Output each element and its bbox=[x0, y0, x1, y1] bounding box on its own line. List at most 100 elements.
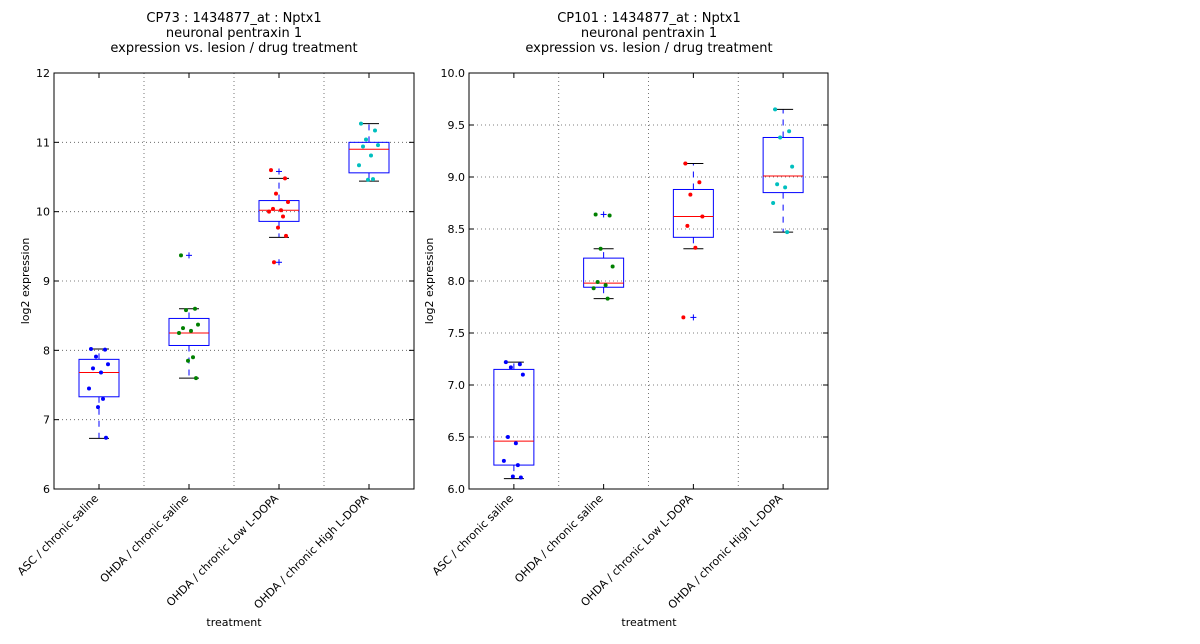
data-point bbox=[605, 296, 610, 301]
data-point bbox=[591, 286, 596, 291]
chart-panel-cp101: CP101 : 1434877_at : Nptx1 neuronal pent… bbox=[423, 11, 829, 629]
data-point bbox=[517, 362, 522, 367]
data-point bbox=[771, 201, 776, 205]
data-point bbox=[595, 280, 600, 285]
y-tick-label: 12 bbox=[36, 67, 50, 80]
data-point bbox=[279, 208, 283, 213]
data-point bbox=[610, 264, 615, 269]
data-point bbox=[775, 182, 780, 187]
data-point bbox=[688, 192, 693, 197]
data-point bbox=[371, 177, 375, 182]
y-tick-label: 9 bbox=[43, 275, 50, 288]
data-point bbox=[359, 121, 363, 126]
chart-title-line-2: neuronal pentraxin 1 bbox=[581, 26, 717, 41]
box-iqr bbox=[672, 188, 714, 238]
data-point bbox=[510, 474, 515, 479]
box-group bbox=[78, 346, 120, 440]
data-point bbox=[513, 441, 518, 446]
y-axis-label: log2 expression bbox=[19, 238, 32, 325]
data-point bbox=[96, 405, 100, 410]
y-tick-label: 6.0 bbox=[448, 483, 466, 496]
box-group bbox=[348, 121, 390, 182]
box-group bbox=[762, 107, 804, 235]
data-point bbox=[773, 107, 778, 112]
data-point bbox=[593, 212, 598, 217]
x-axis-label: treatment bbox=[621, 616, 677, 629]
data-point bbox=[376, 143, 380, 148]
box-iqr bbox=[762, 136, 804, 194]
data-point bbox=[94, 354, 98, 359]
data-point bbox=[177, 331, 181, 335]
y-axis-ticks: 6.0 6.5 7.0 7.5 8.0 8.5 9.0 9.5 10.0 bbox=[441, 67, 828, 496]
data-point bbox=[700, 214, 705, 219]
y-tick-label: 8 bbox=[43, 344, 50, 357]
data-point bbox=[778, 135, 783, 140]
data-point bbox=[783, 185, 788, 190]
y-tick-label: 8.0 bbox=[448, 275, 466, 288]
data-point bbox=[697, 180, 702, 185]
data-point bbox=[790, 164, 795, 169]
data-point bbox=[104, 435, 108, 440]
y-tick-label: 7 bbox=[43, 414, 50, 427]
data-point bbox=[284, 233, 288, 238]
box-iqr bbox=[583, 257, 625, 288]
data-point bbox=[274, 191, 278, 196]
data-point bbox=[269, 168, 273, 173]
box-iqr bbox=[493, 368, 535, 466]
x-tick-label: OHDA / chronic saline bbox=[98, 492, 192, 586]
data-point bbox=[267, 209, 271, 214]
data-point bbox=[103, 347, 107, 352]
data-point bbox=[286, 199, 290, 204]
y-tick-label: 8.5 bbox=[448, 223, 466, 236]
y-tick-label: 7.5 bbox=[448, 327, 466, 340]
y-tick-label: 10.0 bbox=[441, 67, 466, 80]
chart-panel-cp73: CP73 : 1434877_at : Nptx1 neuronal pentr… bbox=[15, 11, 415, 629]
y-tick-label: 7.0 bbox=[448, 379, 466, 392]
y-tick-label: 9.5 bbox=[448, 119, 466, 132]
data-point bbox=[787, 129, 792, 134]
data-point bbox=[518, 475, 523, 480]
chart-title-line-3: expression vs. lesion / drug treatment bbox=[110, 41, 357, 56]
data-point bbox=[181, 326, 185, 331]
box-group bbox=[168, 252, 210, 381]
y-tick-label: 11 bbox=[36, 136, 50, 149]
chart-title-line-1: CP101 : 1434877_at : Nptx1 bbox=[557, 11, 741, 26]
data-point bbox=[189, 328, 193, 333]
y-tick-label: 6 bbox=[43, 483, 50, 496]
x-axis-label: treatment bbox=[206, 616, 262, 629]
data-point bbox=[193, 306, 197, 311]
data-point bbox=[683, 161, 688, 166]
box-iqr bbox=[258, 200, 300, 222]
x-tick-label: ASC / chronic saline bbox=[15, 492, 101, 578]
data-point bbox=[693, 245, 698, 250]
data-point bbox=[281, 214, 285, 219]
chart-title-line-2: neuronal pentraxin 1 bbox=[166, 26, 302, 41]
data-point bbox=[508, 365, 513, 370]
data-point bbox=[196, 322, 200, 327]
plot-area-frame bbox=[468, 72, 829, 490]
data-point bbox=[99, 370, 103, 375]
data-point bbox=[607, 213, 612, 218]
data-point bbox=[191, 355, 195, 360]
data-point bbox=[501, 458, 506, 463]
data-point bbox=[106, 362, 110, 367]
data-point bbox=[515, 463, 520, 468]
data-point bbox=[186, 358, 190, 363]
data-point bbox=[89, 346, 93, 351]
box-iqr bbox=[78, 358, 120, 398]
data-point bbox=[785, 230, 790, 235]
plot-area-frame bbox=[53, 72, 415, 490]
data-point bbox=[369, 153, 373, 158]
x-tick-label: ASC / chronic saline bbox=[430, 492, 516, 578]
data-point bbox=[276, 225, 280, 230]
box-group bbox=[258, 168, 300, 266]
box-group bbox=[672, 161, 714, 321]
grid bbox=[469, 73, 828, 489]
data-point bbox=[373, 128, 377, 133]
data-point bbox=[685, 223, 690, 228]
y-tick-label: 6.5 bbox=[448, 431, 466, 444]
data-point bbox=[194, 376, 198, 381]
box-group bbox=[583, 211, 625, 301]
